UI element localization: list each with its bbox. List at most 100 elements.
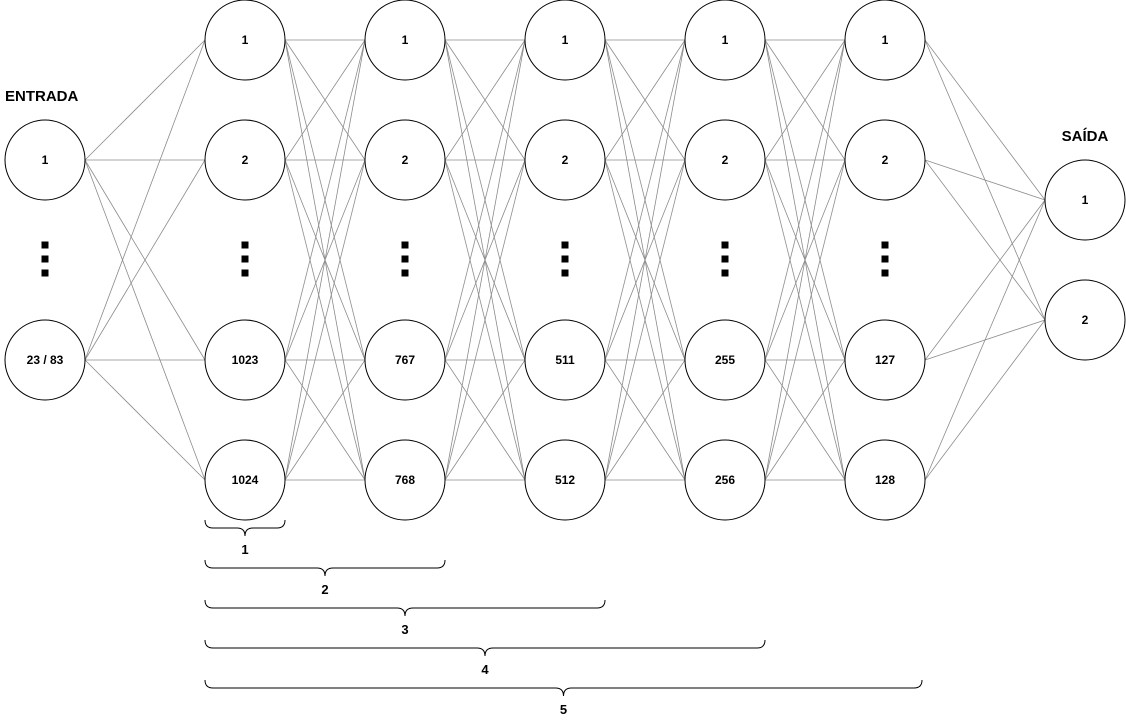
neuron-circle bbox=[204, 119, 286, 201]
neuron-circle bbox=[844, 119, 926, 201]
connection-hidden-3-1-to-hidden-4-0 bbox=[604, 39, 686, 161]
neuron-hidden-2-1: 2 bbox=[364, 119, 446, 201]
neuron-circle bbox=[844, 439, 926, 521]
brace-label-4: 4 bbox=[481, 662, 489, 677]
neuron-label: 1 bbox=[42, 153, 49, 167]
neuron-label: 1023 bbox=[232, 353, 259, 367]
connection-hidden-4-1-to-hidden-5-0 bbox=[764, 39, 846, 161]
neuron-hidden-1-3: 1024 bbox=[204, 439, 286, 521]
neuron-hidden-2-2: 767 bbox=[364, 319, 446, 401]
connection-hidden-5-1-to-output-0 bbox=[924, 159, 1046, 201]
neuron-hidden-5-0: 1 bbox=[844, 0, 926, 81]
brace-2 bbox=[204, 559, 446, 577]
connection-input-1-to-hidden-1-1 bbox=[84, 159, 206, 361]
neuron-hidden-2-3: 768 bbox=[364, 439, 446, 521]
connection-hidden-5-2-to-output-0 bbox=[924, 199, 1046, 361]
connection-hidden-2-1-to-hidden-3-0 bbox=[444, 39, 526, 161]
ellipsis-dot-hidden-4-1 bbox=[721, 255, 729, 263]
ellipsis-dot-hidden-4-2 bbox=[721, 269, 729, 277]
neuron-input-0: 1 bbox=[4, 119, 86, 201]
connection-hidden-1-3-to-hidden-2-1 bbox=[284, 159, 366, 481]
neuron-circle bbox=[4, 319, 86, 401]
neuron-output-0: 1 bbox=[1044, 159, 1126, 241]
neurons: 1 23 / 83 1 2 1023 1024 1 2 767 768 1 2 511 512 1 2 255 2… bbox=[4, 0, 1126, 521]
connection-input-0-to-hidden-1-0 bbox=[84, 39, 206, 161]
ellipsis-dot-input-1 bbox=[41, 255, 49, 263]
brace-label-2: 2 bbox=[321, 582, 328, 597]
neuron-circle bbox=[364, 0, 446, 81]
connection-input-0-to-hidden-1-3 bbox=[84, 159, 206, 481]
connection-hidden-4-3-to-hidden-5-0 bbox=[764, 39, 846, 481]
neuron-hidden-3-0: 1 bbox=[524, 0, 606, 81]
neuron-hidden-4-1: 2 bbox=[684, 119, 766, 201]
neuron-label: 255 bbox=[715, 353, 735, 367]
connections bbox=[84, 39, 1046, 481]
neuron-label: 512 bbox=[555, 473, 575, 487]
neuron-hidden-1-1: 2 bbox=[204, 119, 286, 201]
neuron-label: 2 bbox=[1082, 313, 1089, 327]
neuron-hidden-4-2: 255 bbox=[684, 319, 766, 401]
connection-hidden-2-3-to-hidden-3-2 bbox=[444, 359, 526, 481]
connection-hidden-2-2-to-hidden-3-0 bbox=[444, 39, 526, 361]
connection-hidden-5-1-to-output-1 bbox=[924, 159, 1046, 321]
connection-hidden-3-3-to-hidden-4-1 bbox=[604, 159, 686, 481]
neuron-circle bbox=[524, 119, 606, 201]
neuron-label: 256 bbox=[715, 473, 735, 487]
neuron-output-1: 2 bbox=[1044, 279, 1126, 361]
neuron-hidden-5-2: 127 bbox=[844, 319, 926, 401]
connection-hidden-2-3-to-hidden-3-0 bbox=[444, 39, 526, 481]
neuron-hidden-4-0: 1 bbox=[684, 0, 766, 81]
neuron-hidden-1-0: 1 bbox=[204, 0, 286, 81]
neuron-circle bbox=[364, 119, 446, 201]
ellipsis-dot-input-2 bbox=[41, 269, 49, 277]
ellipsis-dot-hidden-3-0 bbox=[561, 241, 569, 249]
ellipsis-dot-hidden-5-2 bbox=[881, 269, 889, 277]
layer-braces: 1 2 3 4 5 bbox=[204, 519, 923, 717]
connection-hidden-3-3-to-hidden-4-2 bbox=[604, 359, 686, 481]
neuron-circle bbox=[4, 119, 86, 201]
connection-hidden-5-0-to-output-0 bbox=[924, 39, 1046, 201]
ellipsis-dot-hidden-4-0 bbox=[721, 241, 729, 249]
neuron-label: 511 bbox=[555, 353, 575, 367]
neuron-circle bbox=[1044, 159, 1126, 241]
connection-hidden-4-3-to-hidden-5-1 bbox=[764, 159, 846, 481]
neuron-label: 1 bbox=[562, 33, 569, 47]
neuron-circle bbox=[684, 319, 766, 401]
neuron-circle bbox=[524, 0, 606, 81]
neuron-label: 767 bbox=[395, 353, 415, 367]
neuron-label: 768 bbox=[395, 473, 415, 487]
output-layer-title: SAÍDA bbox=[1062, 128, 1109, 145]
connection-input-1-to-hidden-1-0 bbox=[84, 39, 206, 361]
neuron-circle bbox=[204, 439, 286, 521]
neuron-label: 2 bbox=[882, 153, 889, 167]
ellipsis-dot-hidden-5-1 bbox=[881, 255, 889, 263]
brace-3 bbox=[204, 599, 606, 617]
ellipsis-dot-hidden-1-0 bbox=[241, 241, 249, 249]
brace-5 bbox=[204, 679, 923, 697]
brace-1 bbox=[204, 519, 286, 537]
connection-hidden-3-2-to-hidden-4-0 bbox=[604, 39, 686, 361]
neuron-circle bbox=[844, 0, 926, 81]
ellipsis-dot-hidden-1-1 bbox=[241, 255, 249, 263]
connection-hidden-2-3-to-hidden-3-1 bbox=[444, 159, 526, 481]
connection-hidden-5-3-to-output-1 bbox=[924, 319, 1046, 481]
neuron-circle bbox=[364, 439, 446, 521]
neuron-label: 1 bbox=[242, 33, 249, 47]
connection-hidden-1-1-to-hidden-2-0 bbox=[284, 39, 366, 161]
neuron-hidden-2-0: 1 bbox=[364, 0, 446, 81]
neuron-label: 1 bbox=[722, 33, 729, 47]
ellipsis-dot-input-0 bbox=[41, 241, 49, 249]
connection-hidden-4-3-to-hidden-5-2 bbox=[764, 359, 846, 481]
ellipsis-dot-hidden-3-2 bbox=[561, 269, 569, 277]
neuron-hidden-1-2: 1023 bbox=[204, 319, 286, 401]
neuron-circle bbox=[684, 119, 766, 201]
ellipsis-dot-hidden-5-0 bbox=[881, 241, 889, 249]
neuron-label: 1 bbox=[1082, 193, 1089, 207]
ellipsis-dot-hidden-2-2 bbox=[401, 269, 409, 277]
brace-label-1: 1 bbox=[241, 542, 248, 557]
neuron-hidden-3-3: 512 bbox=[524, 439, 606, 521]
connection-hidden-1-3-to-hidden-2-2 bbox=[284, 359, 366, 481]
connection-hidden-1-2-to-hidden-2-0 bbox=[284, 39, 366, 361]
input-layer-title: ENTRADA bbox=[5, 88, 78, 105]
